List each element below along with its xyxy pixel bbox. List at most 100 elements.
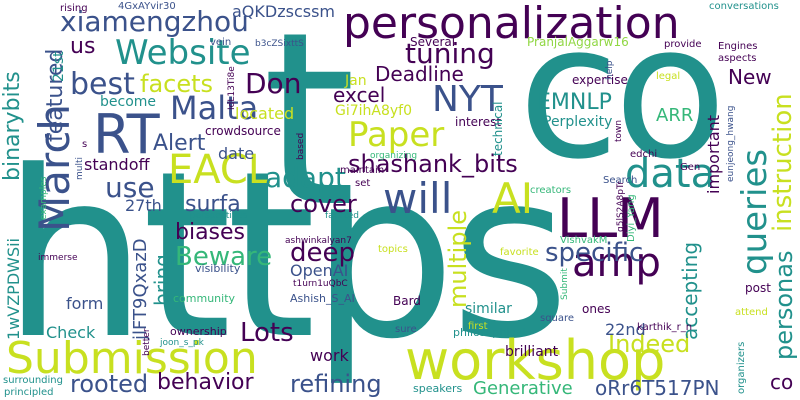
word-community: community [173, 292, 236, 305]
word-specific: specific [545, 238, 644, 268]
word-surrounding: surrounding [3, 375, 63, 386]
word-excel: excel [333, 83, 386, 107]
word-sure: sure [395, 324, 417, 335]
word-based: based [296, 132, 306, 160]
word-data: data [625, 151, 716, 197]
word-brilliant: brilliant [505, 344, 559, 360]
word-pranjalaggarw16: PranjalAggarw16 [527, 35, 629, 49]
word-favorite: favorite [500, 247, 539, 258]
word-paper: Paper [348, 115, 445, 155]
word-gi7iha8yf0: Gi7ihA8yf0 [335, 103, 413, 119]
word-co-small: co [770, 370, 794, 394]
word-4gxayvir30: 4GxAYvir30 [118, 1, 176, 12]
word-22nd: 22nd [605, 320, 646, 339]
word-set: set [355, 178, 371, 189]
word-crowdsource: crowdsource [205, 124, 281, 138]
word-shashank-bits: shashank_bits [348, 150, 518, 178]
word-search: Search [603, 175, 638, 186]
word-post: post [745, 281, 771, 295]
word-perplexity: Perplexity [543, 114, 613, 130]
word-technical: technical [491, 101, 505, 156]
word-b3czsixtts: b3cZSixttS [255, 39, 304, 49]
word-deep: deep [290, 238, 355, 268]
word-amp: amp [572, 240, 661, 286]
word-t1urn1uqbc: t1urn1uQbC [293, 279, 348, 289]
word-facets: facets [140, 70, 214, 98]
word-philosophical: philosophical [453, 326, 526, 339]
word-beware: Beware [175, 242, 273, 272]
word-malta: Malta [170, 89, 259, 127]
word-principled: principled [4, 387, 54, 398]
word-aqkdzscssm: aQKDzscssm [232, 2, 335, 21]
word-queries: queries [735, 148, 775, 275]
word-multiple: multiple [444, 209, 472, 308]
word-provide: provide [664, 39, 702, 50]
word-multi: multi [75, 156, 85, 180]
word-town: town [614, 119, 624, 142]
word-ai: AI [492, 174, 534, 223]
word-visibility: visibility [195, 262, 241, 275]
word-attend: attend [735, 307, 768, 318]
word-1wvzpdwsii: 1wVZPDWSii [4, 237, 23, 340]
word-conversations: conversations [709, 1, 779, 12]
word-ones: ones [582, 302, 611, 316]
word-27th: 27th [125, 196, 162, 215]
word-submission: Submission [6, 333, 258, 384]
word-generative: Generative [473, 378, 573, 399]
word-similar: similar [465, 301, 512, 317]
word-eunjeong-hwang: eunjeong_hwang [726, 105, 736, 182]
word-21st: 21st [51, 51, 67, 82]
word-rising: rising [60, 3, 88, 14]
word-submit: Submit [560, 268, 570, 300]
word-instruction: instruction [768, 93, 798, 232]
word-binarybits: binarybits [0, 71, 25, 181]
word-arr: ARR [656, 105, 694, 126]
word-first: first [468, 321, 488, 332]
word-gen: Gen [680, 162, 701, 173]
word-rooted: rooted [70, 370, 149, 398]
word-form: form [66, 294, 104, 313]
word-bring: bring [150, 254, 174, 306]
word-joon-s-pk: joon_s_pk [160, 338, 204, 348]
word-refining: refining [290, 370, 382, 398]
word-new: New [728, 65, 772, 89]
word-ashish-s-ai: Ashish_S_AI [290, 292, 355, 305]
word-faceted: faceted [325, 211, 359, 221]
word-become: become [100, 94, 157, 110]
word-square: square [540, 313, 575, 324]
word-don: Don [245, 67, 302, 100]
word-use: use [105, 171, 155, 204]
word-immerse: immerse [38, 253, 78, 263]
word-organizing: organizing [370, 151, 418, 161]
word-vein: vein [210, 37, 232, 48]
word-located: located [235, 104, 295, 123]
word-jlft9qxazd: jlFT9QxazD [130, 238, 151, 340]
word-eacl: EACL [168, 147, 271, 193]
word-rt: RT [93, 103, 160, 166]
word-expertise: expertise [572, 73, 628, 87]
word-behavior: behavior [157, 370, 254, 395]
word-s: s [82, 139, 88, 150]
word-personalization: personalization [343, 0, 680, 49]
word-speakers: speakers [413, 382, 463, 395]
word-t: t [262, 0, 357, 260]
word-openai: OpenAI [290, 261, 349, 280]
word-alert: Alert [153, 131, 206, 156]
word-deadline: Deadline [375, 62, 464, 86]
word-surfa: surfa [185, 192, 241, 217]
word-ashwinkalyan7: ashwinkalyan7 [285, 236, 352, 246]
word-maintain: maintain [340, 165, 385, 176]
word-idl13ti8e: IdL13Ti8e [227, 66, 237, 110]
word-https: https [2, 123, 570, 390]
word-creators: creators [530, 185, 572, 196]
word-cover: cover [290, 190, 357, 218]
word-examples: examples [39, 176, 49, 220]
word-llm: LLM [557, 187, 664, 250]
word-biases: biases [175, 220, 246, 245]
word-several: Several [410, 35, 456, 49]
word-help: help [605, 60, 615, 80]
word-perspectives: perspectives [190, 211, 248, 221]
word-check: Check [46, 323, 96, 342]
word-aspects: aspects [718, 53, 757, 64]
